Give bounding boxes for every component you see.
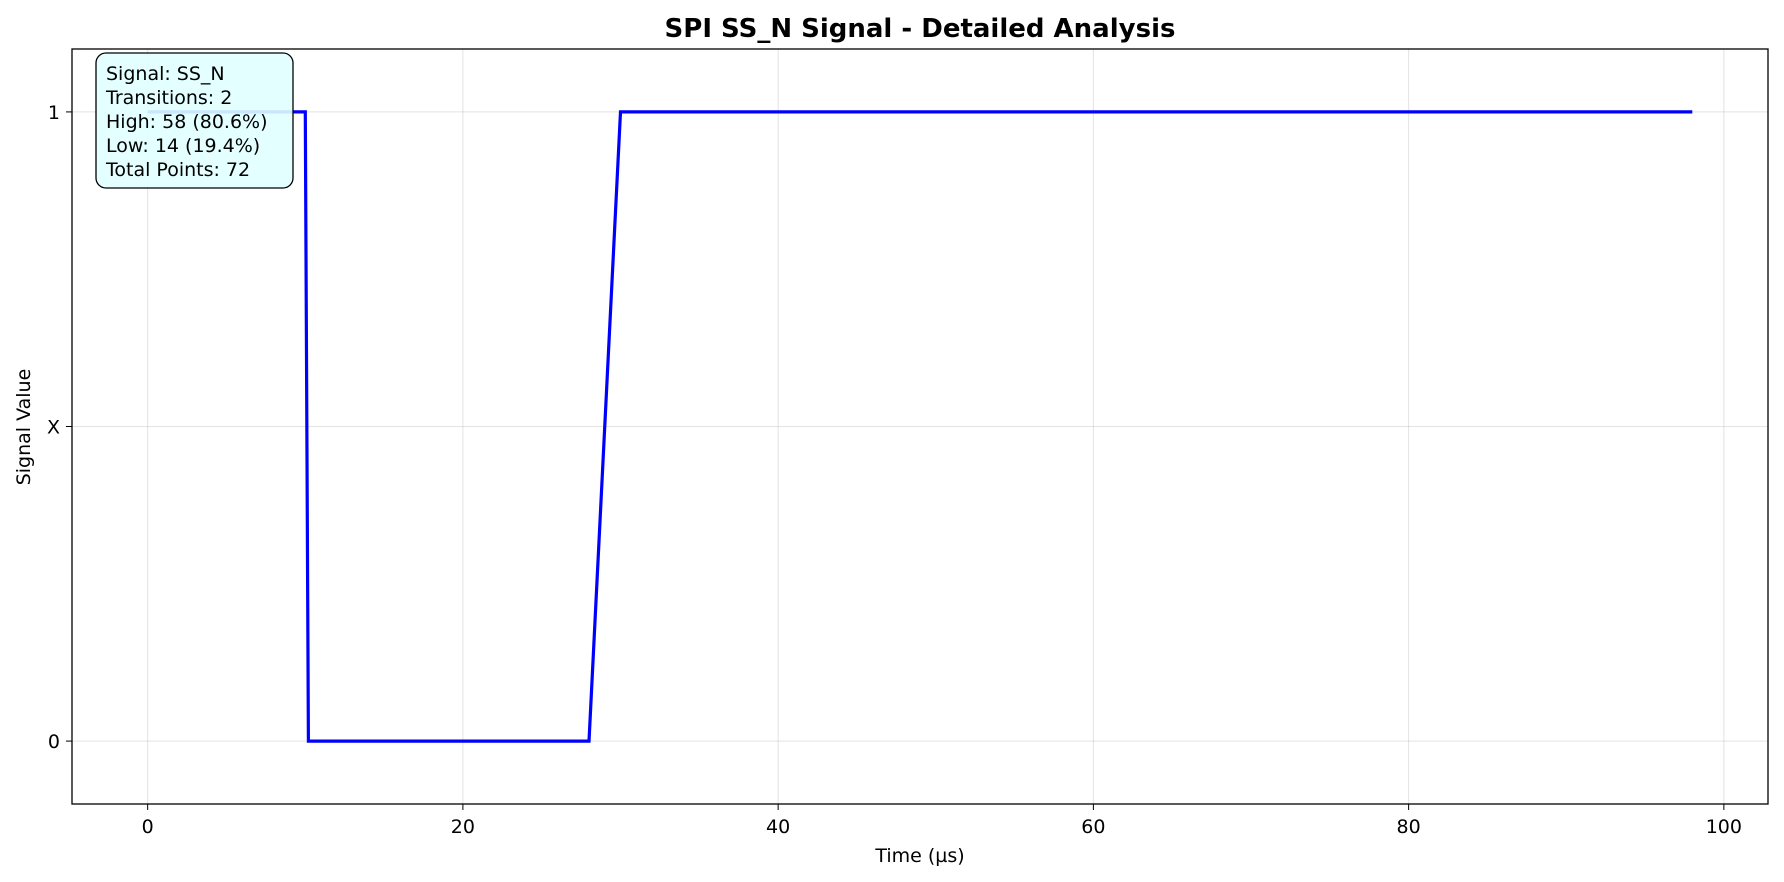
x-tick-label: 80 — [1397, 816, 1421, 838]
x-tick-label: 20 — [451, 816, 475, 838]
y-ticks: 0 X 1 — [47, 102, 72, 753]
x-tick-label: 40 — [766, 816, 790, 838]
x-tick-label: 0 — [142, 816, 154, 838]
y-tick-label: 1 — [48, 102, 60, 124]
y-axis-label: Signal Value — [13, 369, 35, 486]
x-ticks: 0 20 40 60 80 100 — [142, 804, 1742, 838]
x-axis-label: Time (µs) — [874, 845, 964, 867]
y-tick-label: 0 — [48, 731, 60, 753]
chart-title: SPI SS_N Signal - Detailed Analysis — [665, 14, 1176, 44]
stats-line: Signal: SS_N — [106, 63, 225, 85]
x-tick-label: 60 — [1081, 816, 1105, 838]
stats-line: Transitions: 2 — [105, 87, 232, 109]
stats-box-background — [95, 52, 294, 189]
stats-line: High: 58 (80.6%) — [106, 111, 268, 133]
stats-line: Low: 14 (19.4%) — [106, 135, 260, 157]
stats-line: Total Points: 72 — [105, 159, 250, 181]
x-tick-label: 100 — [1706, 816, 1742, 838]
y-tick-label: X — [47, 417, 60, 439]
